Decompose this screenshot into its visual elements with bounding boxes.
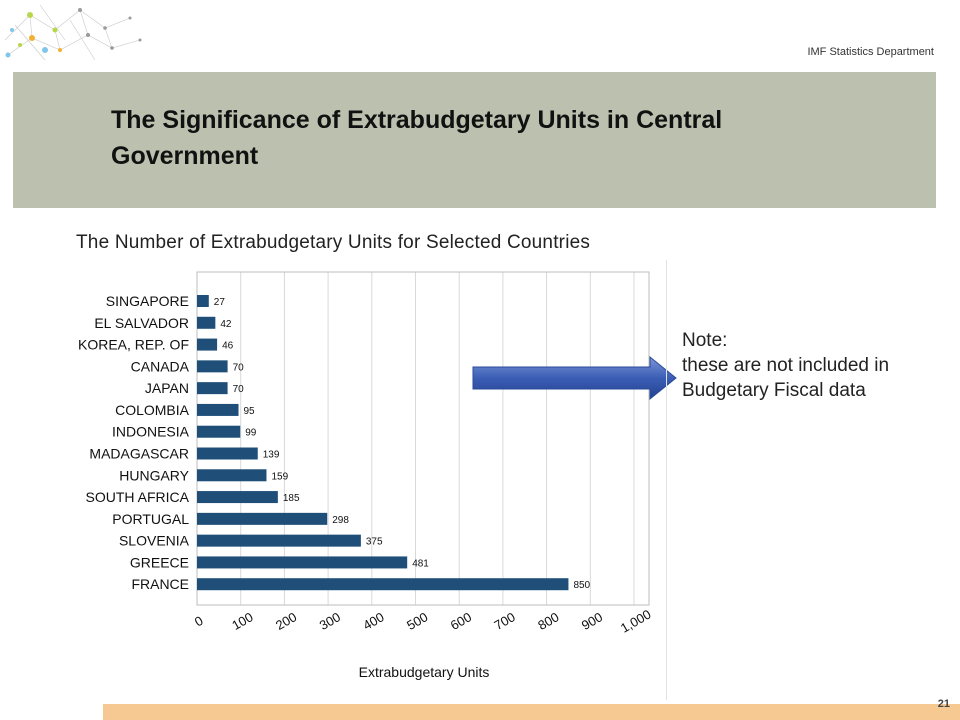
chart-title: The Number of Extrabudgetary Units for S… [76,232,591,253]
data-label: 850 [573,580,590,591]
department-label: IMF Statistics Department [807,46,934,58]
category-label: CANADA [131,358,190,374]
data-label: 481 [412,558,429,569]
bar [197,491,278,504]
bar [197,338,218,351]
data-label: 95 [244,406,256,417]
bar [197,360,228,373]
footer-bar [103,704,960,720]
data-label: 375 [366,537,383,548]
data-label: 70 [233,362,245,373]
imf-logo-network-graphic [4,4,142,61]
chart-bars [197,295,569,591]
data-label: 27 [214,297,226,308]
x-tick-label: 1,000 [618,606,654,635]
x-tick-label: 400 [360,609,386,633]
bar [197,425,241,438]
divider-line [666,260,667,700]
bar [197,534,361,547]
x-tick-label: 0 [192,613,206,630]
chart-category-labels: SINGAPORE EL SALVADOR KOREA, REP. OF CANADA… [78,293,190,592]
plot-frame [196,271,650,606]
bar [197,382,228,395]
data-label: 99 [245,428,257,439]
category-label: EL SALVADOR [94,315,189,331]
category-label: JAPAN [145,380,189,396]
arrow-icon [472,355,677,401]
category-label: COLOMBIA [115,402,190,418]
category-label: HUNGARY [119,467,189,483]
category-label: SINGAPORE [106,293,189,309]
note-heading: Note: [682,330,728,351]
bar [197,447,258,460]
x-tick-label: 800 [535,609,561,633]
category-label: SOUTH AFRICA [86,489,190,505]
data-label: 139 [263,450,280,461]
chart-gridlines [196,272,635,605]
data-label: 298 [332,515,349,526]
x-tick-label: 300 [317,609,343,633]
category-label: PORTUGAL [112,511,189,527]
data-label: 70 [233,384,245,395]
category-label: SLOVENIA [119,533,190,549]
category-label: MADAGASCAR [89,446,189,462]
data-label: 42 [220,319,232,330]
page-number: 21 [937,698,950,710]
bar [197,316,216,329]
bar [197,403,239,416]
category-label: KOREA, REP. OF [78,337,189,353]
x-tick-label: 900 [579,609,605,633]
category-label: GREECE [130,554,189,570]
data-label: 46 [222,341,234,352]
bar [197,469,267,482]
x-tick-label: 600 [448,609,474,633]
x-tick-label: 700 [492,609,518,633]
title-banner: The Significance of Extrabudgetary Units… [13,72,936,208]
x-axis-label: Extrabudgetary Units [359,664,490,680]
data-label: 159 [271,471,288,482]
x-tick-label: 100 [229,609,255,633]
chart-data-labels: 27 42 46 70 70 95 99 139 159 185 298 375 481 850 [214,297,591,591]
bar [197,556,408,569]
bar [197,295,209,307]
x-tick-label: 200 [273,609,299,633]
note-box: Note: these are not included in Budgetar… [682,328,952,403]
chart-x-tick-labels: 0 100 200 300 400 500 600 700 800 900 1,000 [192,606,654,635]
category-label: INDONESIA [112,424,190,440]
category-label: FRANCE [131,576,189,592]
bar [197,512,328,525]
bar [197,578,569,591]
note-text: these are not included in Budgetary Fisc… [682,355,890,401]
x-tick-label: 500 [404,609,430,633]
data-label: 185 [283,493,300,504]
slide-title: The Significance of Extrabudgetary Units… [111,106,723,170]
